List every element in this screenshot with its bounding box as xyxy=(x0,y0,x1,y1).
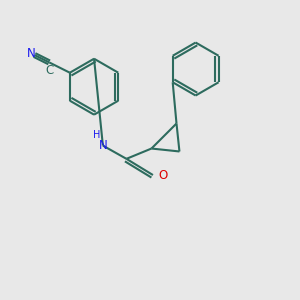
Text: C: C xyxy=(45,64,53,77)
Text: N: N xyxy=(27,47,36,60)
Text: O: O xyxy=(158,169,167,182)
Text: N: N xyxy=(98,139,107,152)
Text: H: H xyxy=(93,130,100,140)
